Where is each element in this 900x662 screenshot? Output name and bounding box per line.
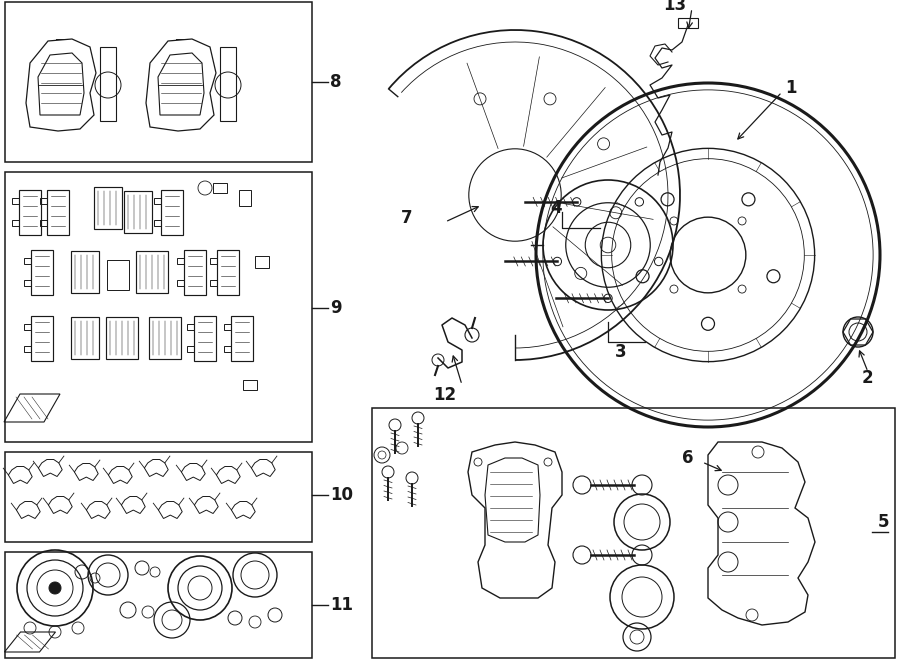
Text: 2: 2 [862, 369, 874, 387]
Text: 7: 7 [400, 209, 412, 227]
Circle shape [49, 582, 61, 594]
Text: 13: 13 [663, 0, 687, 14]
Text: 4: 4 [550, 199, 562, 217]
Text: 6: 6 [682, 449, 694, 467]
Text: 1: 1 [785, 79, 796, 97]
Text: 12: 12 [434, 386, 456, 404]
Text: 11: 11 [330, 596, 353, 614]
Text: 10: 10 [330, 486, 353, 504]
Text: 3: 3 [615, 343, 626, 361]
Text: 5: 5 [878, 513, 889, 531]
Text: 9: 9 [330, 299, 342, 317]
Text: 8: 8 [330, 73, 341, 91]
